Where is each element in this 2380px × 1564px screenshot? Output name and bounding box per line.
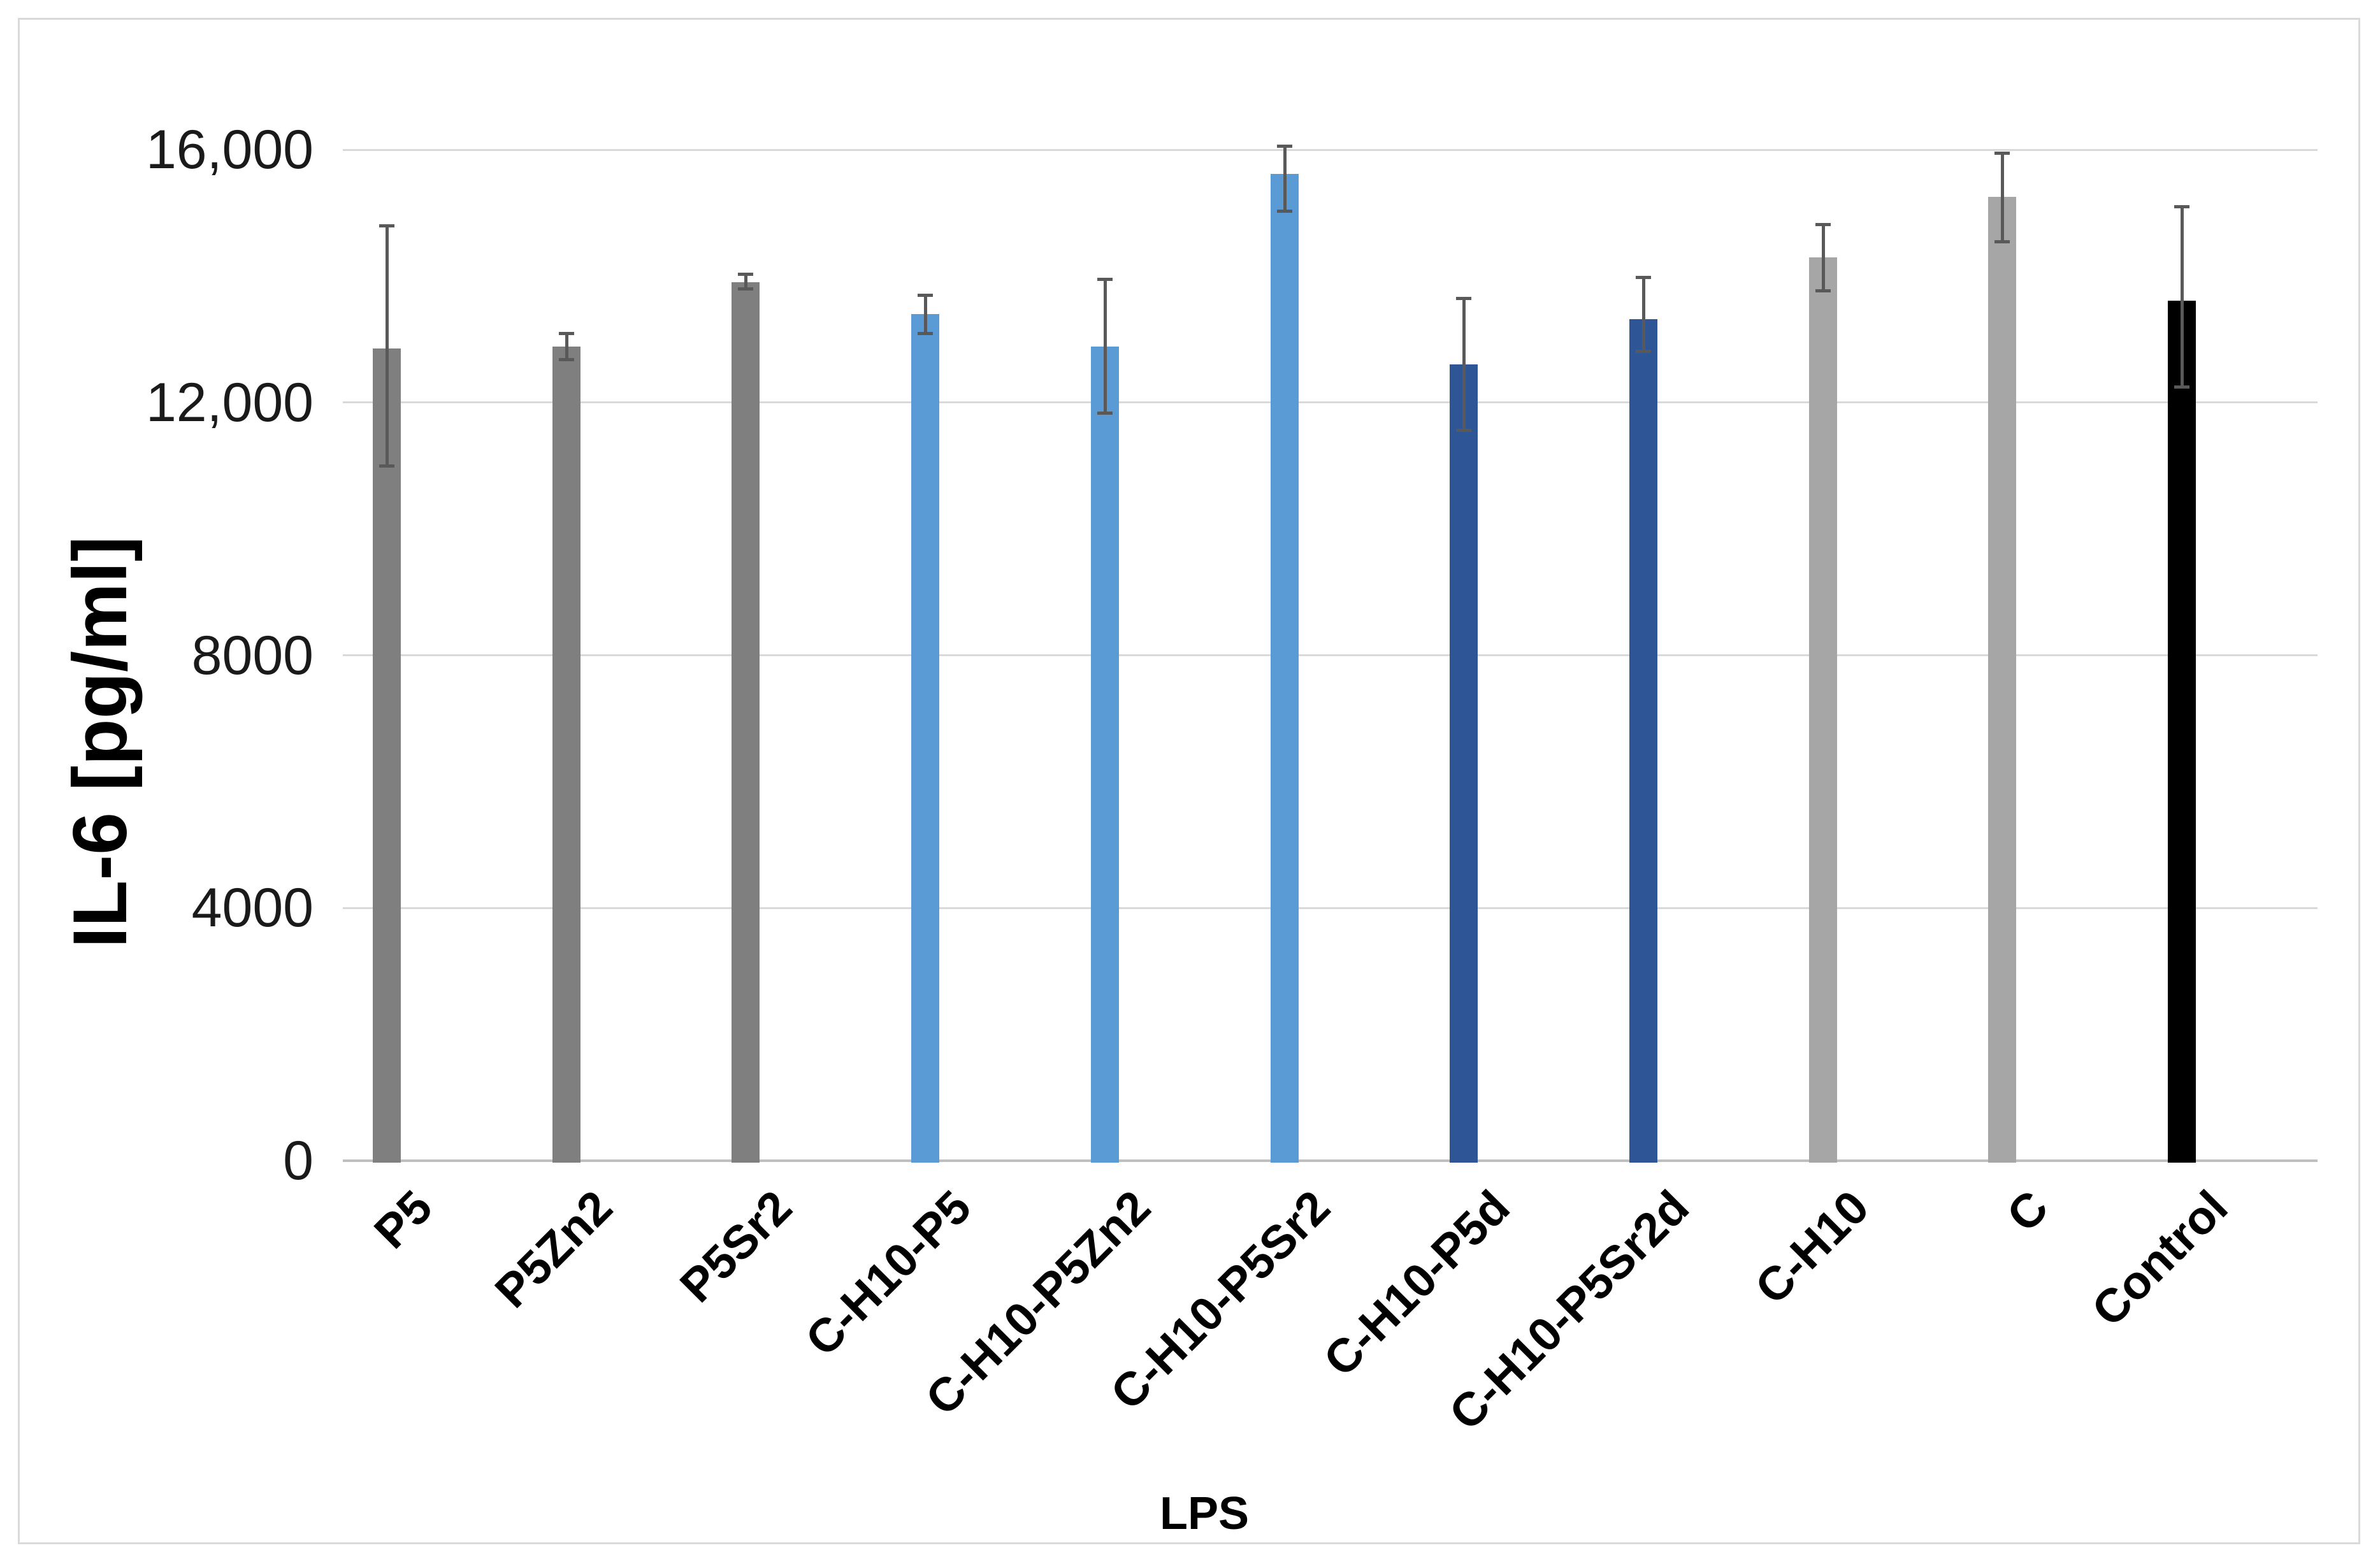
error-bar-cap-bottom bbox=[1635, 350, 1651, 354]
error-bar-cap-bottom bbox=[738, 287, 754, 291]
bar bbox=[373, 348, 401, 1163]
error-bar-cap-top bbox=[2174, 205, 2189, 209]
error-bar-cap-top bbox=[1994, 151, 2010, 155]
bar bbox=[2168, 301, 2196, 1163]
error-bar-cap-top bbox=[1456, 297, 1472, 301]
error-bar-line bbox=[1103, 279, 1107, 413]
error-bar-cap-bottom bbox=[1815, 289, 1831, 293]
y-tick-label: 0 bbox=[283, 1130, 314, 1191]
error-bar-cap-top bbox=[1635, 276, 1651, 280]
bar bbox=[1450, 364, 1478, 1163]
gridline bbox=[343, 401, 2318, 404]
error-bar-line bbox=[2001, 152, 2005, 241]
y-tick-label: 8000 bbox=[191, 624, 314, 686]
error-bar-line bbox=[744, 274, 748, 289]
error-bar-cap-top bbox=[918, 294, 934, 298]
gridline bbox=[343, 654, 2318, 656]
error-bar-line bbox=[1283, 146, 1287, 212]
y-tick-label: 16,000 bbox=[145, 119, 314, 180]
bar bbox=[732, 282, 760, 1163]
error-bar-cap-bottom bbox=[918, 331, 934, 335]
error-bar-cap-bottom bbox=[1456, 429, 1472, 433]
y-axis-title: IL-6 [pg/ml] bbox=[57, 536, 143, 949]
x-tick-label: P5 bbox=[364, 1180, 443, 1259]
error-bar-cap-top bbox=[1276, 145, 1292, 148]
error-bar-cap-top bbox=[379, 224, 394, 228]
x-tick-label: C bbox=[1996, 1180, 2058, 1242]
error-bar-line bbox=[565, 333, 568, 360]
error-bar-cap-bottom bbox=[2174, 385, 2189, 389]
x-tick-label: C-H10 bbox=[1745, 1180, 1879, 1314]
error-bar-cap-bottom bbox=[1097, 411, 1113, 415]
gridline bbox=[343, 907, 2318, 909]
error-bar-line bbox=[1462, 298, 1466, 431]
error-bar-cap-bottom bbox=[379, 464, 394, 468]
x-axis-title: LPS bbox=[1159, 1488, 1250, 1539]
error-bar-cap-top bbox=[1097, 278, 1113, 282]
error-bar-line bbox=[1821, 224, 1825, 291]
error-bar-cap-bottom bbox=[1276, 210, 1292, 213]
error-bar-cap-top bbox=[738, 273, 754, 276]
error-bar-line bbox=[1641, 277, 1645, 352]
y-tick-label: 12,000 bbox=[145, 371, 314, 433]
x-tick-label: Control bbox=[2081, 1180, 2238, 1337]
bar bbox=[1808, 257, 1837, 1163]
error-bar-line bbox=[924, 295, 928, 333]
error-bar-cap-bottom bbox=[1994, 240, 2010, 243]
gridline bbox=[343, 148, 2318, 151]
error-bar-line bbox=[2181, 206, 2184, 387]
chart-border bbox=[18, 18, 2360, 1544]
bar bbox=[1629, 319, 1657, 1163]
x-tick-label: C-H10-P5 bbox=[795, 1180, 981, 1367]
bar bbox=[552, 347, 581, 1163]
bar bbox=[911, 313, 940, 1163]
error-bar-cap-bottom bbox=[558, 358, 574, 362]
x-tick-label: P5Zn2 bbox=[484, 1180, 623, 1318]
bar bbox=[1090, 347, 1119, 1163]
y-tick-label: 4000 bbox=[191, 877, 314, 939]
x-axis-line bbox=[343, 1159, 2318, 1162]
error-bar-line bbox=[386, 226, 389, 466]
bar bbox=[1988, 197, 2017, 1163]
error-bar-cap-top bbox=[1815, 223, 1831, 227]
x-tick-label: P5Sr2 bbox=[669, 1180, 802, 1312]
error-bar-cap-top bbox=[558, 331, 574, 335]
bar bbox=[1270, 173, 1299, 1163]
